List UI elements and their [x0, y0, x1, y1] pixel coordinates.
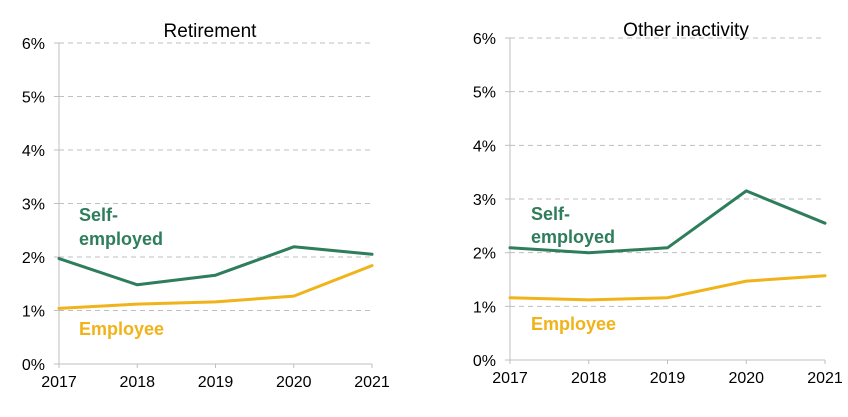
y-tick-label: 3%	[22, 197, 45, 214]
series-line-self-employed	[57, 245, 374, 287]
y-tick-label: 1%	[22, 304, 45, 321]
y-tick-label: 0%	[22, 357, 45, 374]
chart-panel-1: Retirement 0% 1% 2% 3% 4% 5% 6% 2017 2018 2019 2020…	[22, 21, 390, 391]
x-tick-label: 2019	[650, 370, 686, 387]
chart-title: Other inactivity	[623, 20, 749, 41]
series-line-employee	[508, 274, 827, 302]
x-tick-label: 2019	[198, 374, 234, 391]
y-tick-label: 1%	[473, 299, 496, 316]
x-tick-label: 2017	[41, 374, 77, 391]
x-tick-label: 2017	[492, 370, 528, 387]
x-tick-label: 2018	[119, 374, 155, 391]
y-tick-label: 5%	[473, 85, 496, 102]
y-tick-label: 0%	[473, 353, 496, 370]
y-tick-label: 6%	[473, 31, 496, 48]
chart-panel-2: Other inactivity 0% 1% 2% 3% 4% 5% 6% 2017 2018 20…	[473, 20, 843, 387]
series-label-self-employed-line2: employed	[79, 229, 163, 249]
y-tick-label: 3%	[473, 192, 496, 209]
series-label-self-employed: Self-	[79, 205, 118, 225]
y-tick-label: 4%	[22, 143, 45, 160]
y-tick-label: 4%	[473, 138, 496, 155]
series-line-employee	[57, 264, 374, 310]
series-label-self-employed: Self-	[531, 204, 570, 224]
series-label-self-employed-line2: employed	[531, 227, 615, 247]
y-tick-label: 2%	[473, 246, 496, 263]
x-tick-label: 2021	[807, 370, 843, 387]
series-label-employee: Employee	[531, 314, 616, 334]
chart-title: Retirement	[164, 21, 258, 42]
y-tick-label: 2%	[22, 250, 45, 267]
x-tick-label: 2020	[728, 370, 764, 387]
series-label-employee: Employee	[79, 319, 164, 339]
x-tick-label: 2020	[276, 374, 312, 391]
series-line-self-employed	[508, 189, 827, 255]
x-tick-label: 2018	[571, 370, 607, 387]
y-tick-label: 6%	[22, 36, 45, 53]
y-tick-label: 5%	[22, 90, 45, 107]
x-tick-label: 2021	[354, 374, 390, 391]
